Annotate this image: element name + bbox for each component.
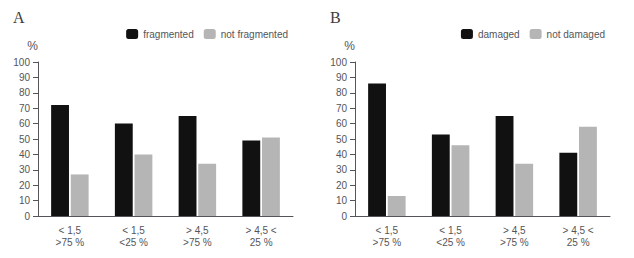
svg-text:20: 20: [336, 180, 348, 191]
svg-text:90: 90: [19, 72, 31, 83]
svg-text:>75 %: >75 %: [183, 237, 212, 248]
svg-text:30: 30: [336, 164, 348, 175]
svg-text:0: 0: [341, 211, 347, 222]
svg-text:25 %: 25 %: [250, 237, 273, 248]
svg-text:70: 70: [19, 103, 31, 114]
svg-text:< 1,5: < 1,5: [59, 225, 82, 236]
svg-text:100: 100: [13, 57, 30, 68]
svg-text:damaged: damaged: [478, 29, 520, 40]
svg-text:%: %: [344, 39, 355, 53]
svg-text:90: 90: [336, 72, 348, 83]
svg-text:30: 30: [19, 164, 31, 175]
svg-text:>75 %: >75 %: [373, 237, 402, 248]
svg-text:> 4,5 <: > 4,5 <: [563, 225, 594, 236]
svg-text:not damaged: not damaged: [547, 29, 605, 40]
svg-text:25 %: 25 %: [567, 237, 590, 248]
svg-text:>75 %: >75 %: [500, 237, 529, 248]
svg-text:0: 0: [24, 211, 30, 222]
svg-text:fragmented: fragmented: [143, 29, 194, 40]
svg-text:not fragmented: not fragmented: [221, 29, 288, 40]
svg-text:>75 %: >75 %: [56, 237, 85, 248]
svg-text:> 4,5: > 4,5: [186, 225, 209, 236]
svg-text:50: 50: [336, 134, 348, 145]
svg-text:B: B: [330, 9, 341, 26]
svg-text:40: 40: [336, 149, 348, 160]
svg-text:> 4,5: > 4,5: [503, 225, 526, 236]
svg-text:10: 10: [19, 195, 31, 206]
svg-text:%: %: [27, 39, 38, 53]
svg-text:> 4,5 <: > 4,5 <: [246, 225, 277, 236]
svg-text:60: 60: [336, 118, 348, 129]
svg-text:60: 60: [19, 118, 31, 129]
svg-text:100: 100: [330, 57, 347, 68]
svg-text:50: 50: [19, 134, 31, 145]
svg-text:70: 70: [336, 103, 348, 114]
svg-text:20: 20: [19, 180, 31, 191]
svg-text:<25 %: <25 %: [436, 237, 465, 248]
svg-text:<25 %: <25 %: [119, 237, 148, 248]
svg-text:80: 80: [19, 87, 31, 98]
svg-text:< 1,5: < 1,5: [439, 225, 462, 236]
svg-text:40: 40: [19, 149, 31, 160]
svg-text:< 1,5: < 1,5: [122, 225, 145, 236]
svg-text:80: 80: [336, 87, 348, 98]
svg-text:A: A: [13, 9, 25, 26]
svg-text:10: 10: [336, 195, 348, 206]
svg-text:< 1,5: < 1,5: [376, 225, 399, 236]
